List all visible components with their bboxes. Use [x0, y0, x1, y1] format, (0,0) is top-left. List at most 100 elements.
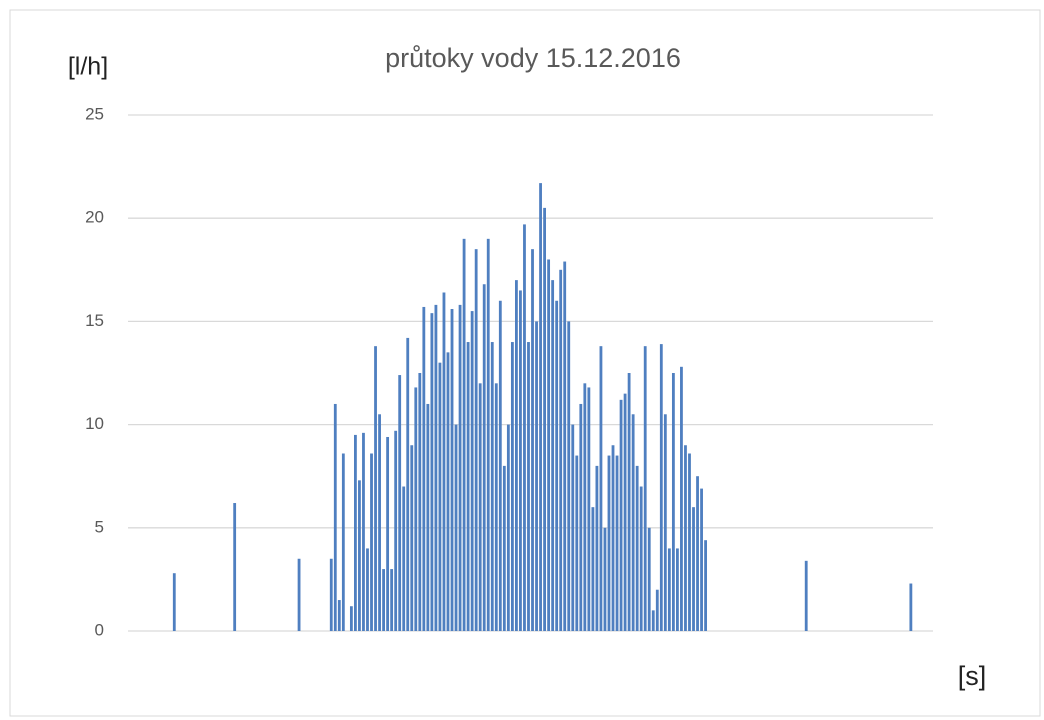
- bar: [607, 455, 611, 631]
- bar: [599, 346, 603, 631]
- bar: [482, 284, 486, 631]
- bar: [390, 569, 394, 631]
- bar: [438, 362, 442, 631]
- bar: [430, 313, 434, 631]
- bar: [519, 290, 522, 631]
- bar: [434, 304, 438, 631]
- bar: [349, 606, 353, 631]
- bar: [909, 583, 913, 631]
- bar: [583, 383, 587, 631]
- bar: [804, 560, 808, 631]
- bar: [659, 344, 663, 631]
- bar: [442, 292, 446, 631]
- bar: [172, 573, 176, 631]
- bar: [358, 480, 361, 631]
- bar: [446, 352, 450, 631]
- bar: [458, 304, 462, 631]
- bar: [450, 309, 454, 631]
- bar: [547, 259, 551, 631]
- bar: [611, 445, 615, 631]
- bar: [676, 548, 679, 631]
- y-tick-label: 5: [95, 517, 104, 536]
- x-axis-label: [s]: [958, 661, 987, 691]
- bar: [671, 373, 675, 631]
- bar: [647, 527, 651, 631]
- bar: [700, 488, 703, 631]
- bar: [494, 383, 498, 631]
- bar: [655, 589, 659, 631]
- bar: [333, 403, 337, 631]
- bar: [466, 342, 470, 631]
- bar: [378, 414, 381, 631]
- bar: [531, 249, 534, 631]
- bar: [603, 527, 607, 631]
- bar: [382, 569, 385, 631]
- bar: [362, 432, 365, 631]
- bar: [470, 311, 474, 631]
- bar: [619, 399, 623, 631]
- bar: [535, 321, 538, 631]
- bar: [462, 238, 466, 631]
- bar: [510, 342, 514, 631]
- bar: [370, 453, 373, 631]
- bar: [410, 445, 414, 631]
- bar: [587, 387, 591, 631]
- bar: [418, 373, 422, 631]
- bar: [386, 436, 390, 631]
- bar: [523, 224, 526, 631]
- y-axis-label: [l/h]: [68, 53, 108, 81]
- bar: [414, 387, 418, 631]
- bar: [631, 414, 635, 631]
- bar: [651, 610, 655, 631]
- bar: [635, 465, 639, 631]
- bar: [643, 346, 647, 631]
- bar: [454, 424, 458, 631]
- bar: [627, 373, 631, 631]
- bar: [555, 300, 559, 631]
- bar: [684, 445, 687, 631]
- y-tick-label: 10: [85, 414, 104, 433]
- bar: [688, 453, 691, 631]
- bar: [692, 507, 695, 631]
- bar: [498, 300, 502, 631]
- bar: [233, 503, 237, 631]
- bar: [341, 453, 345, 631]
- bar: [571, 424, 575, 631]
- bar: [297, 558, 301, 631]
- bar: [667, 548, 671, 631]
- bar: [615, 455, 619, 631]
- bar: [515, 280, 518, 631]
- bar: [579, 403, 583, 631]
- bar: [591, 507, 595, 631]
- bar: [567, 321, 571, 631]
- bar: [366, 548, 369, 631]
- bar: [595, 465, 599, 631]
- bar: [704, 540, 707, 631]
- bar: [559, 269, 563, 631]
- bar: [374, 346, 377, 631]
- bar: [394, 430, 398, 631]
- y-tick-label: 20: [85, 208, 104, 227]
- bar: [623, 393, 627, 631]
- bar: [486, 238, 490, 631]
- bar: [426, 403, 430, 631]
- bar: [490, 342, 494, 631]
- bar: [402, 486, 406, 631]
- bar: [639, 486, 643, 631]
- bar: [551, 280, 555, 631]
- bar: [406, 337, 410, 631]
- y-tick-label: 15: [85, 311, 104, 330]
- bar: [563, 261, 567, 631]
- bar: [502, 465, 506, 631]
- y-tick-label: 0: [95, 620, 104, 639]
- chart-title: průtoky vody 15.12.2016: [385, 43, 681, 73]
- bar: [422, 306, 426, 631]
- bar: [663, 414, 667, 631]
- bar: [527, 342, 530, 631]
- bar: [506, 424, 510, 631]
- bar: [696, 476, 699, 631]
- bar: [337, 600, 341, 631]
- bar: [539, 183, 542, 631]
- bar: [398, 375, 402, 631]
- bar: [575, 455, 579, 631]
